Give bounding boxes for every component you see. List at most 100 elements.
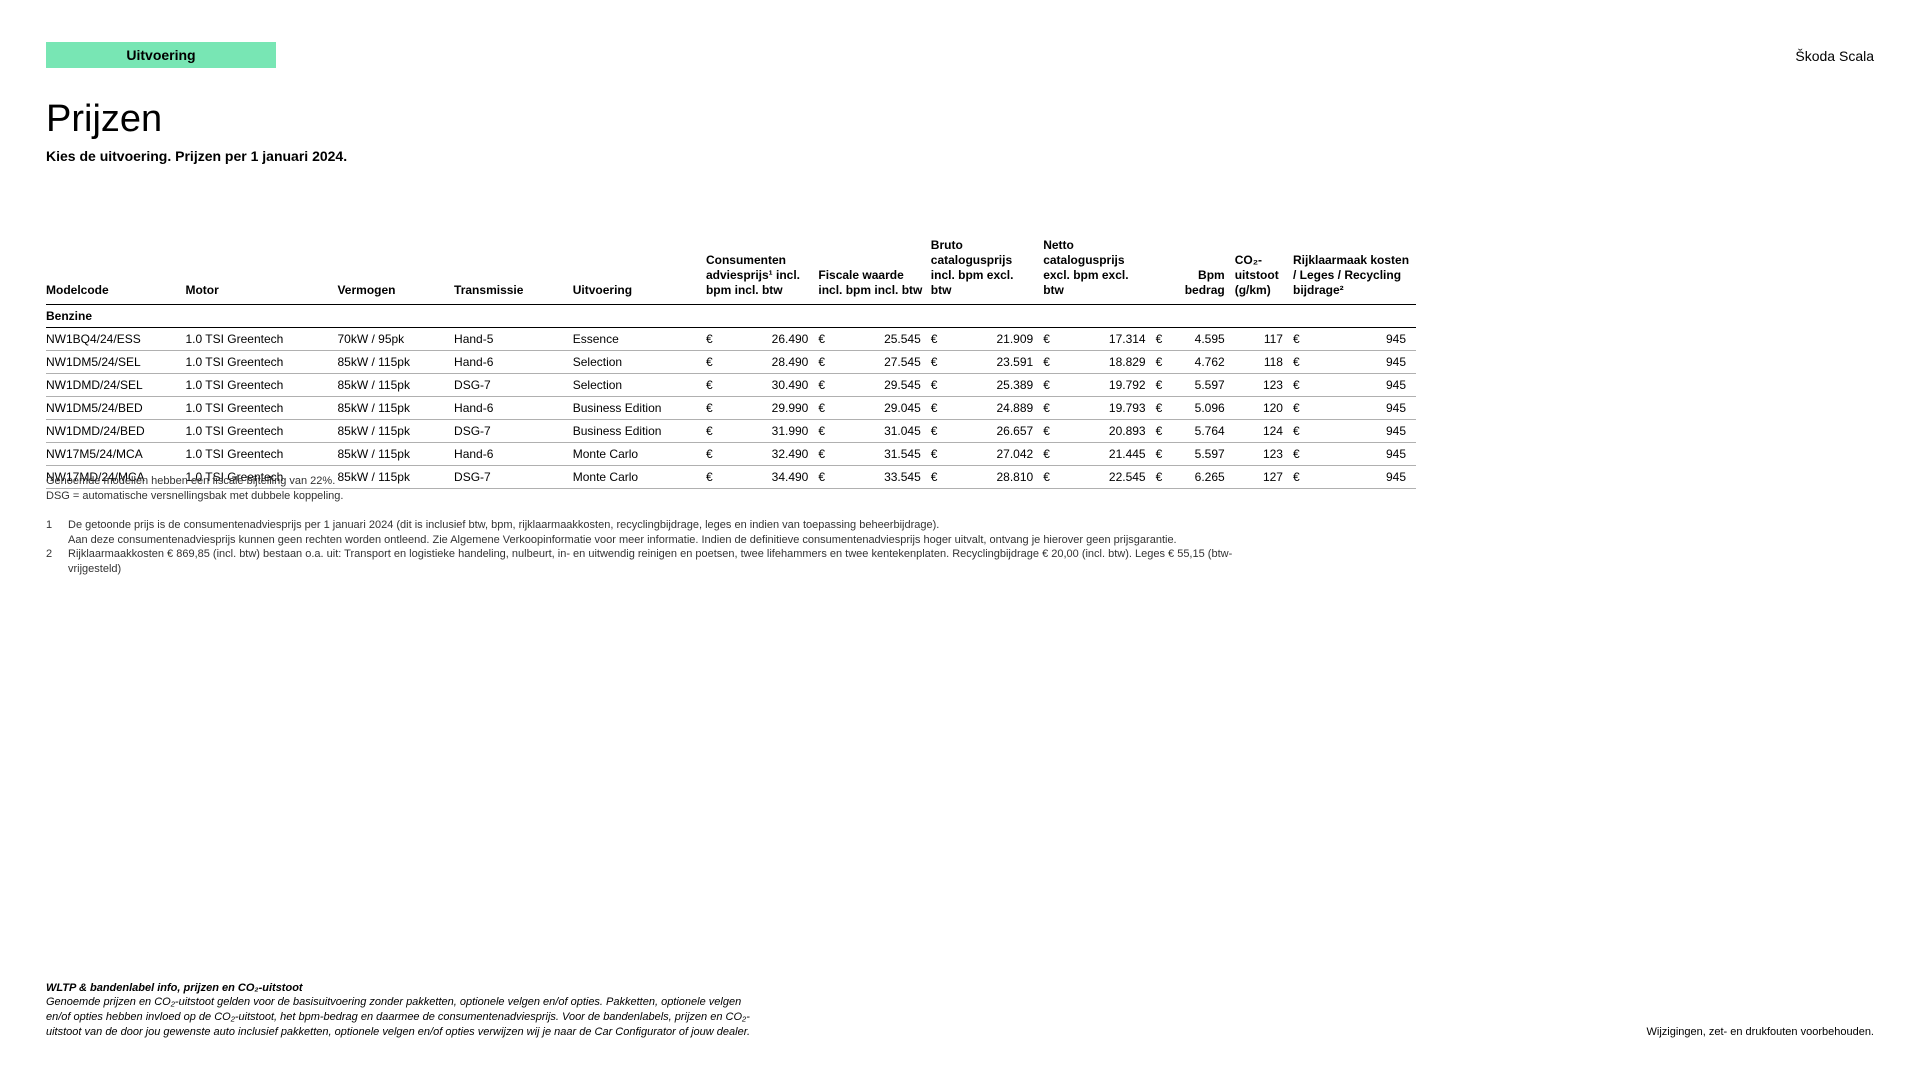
tab-label: Uitvoering xyxy=(126,47,195,63)
cell-p4: 19.792 xyxy=(1058,374,1156,397)
brand-label: Škoda Scala xyxy=(1795,48,1874,64)
cell-bpm: 5.096 xyxy=(1170,397,1235,420)
wltp-heading: WLTP & bandenlabel info, prijzen en CO₂-… xyxy=(46,981,766,996)
cell-vermogen: 85kW / 115pk xyxy=(337,443,454,466)
cell-co2: 124 xyxy=(1235,420,1293,443)
cell-bpm: 5.597 xyxy=(1170,443,1235,466)
table-header-row: Modelcode Motor Vermogen Transmissie Uit… xyxy=(46,238,1416,305)
cell-rk: 945 xyxy=(1308,420,1416,443)
cell-cur: € xyxy=(1293,351,1308,374)
cell-cur: € xyxy=(931,374,946,397)
cell-cur: € xyxy=(1293,397,1308,420)
table-row: NW1DM5/24/BED1.0 TSI Greentech85kW / 115… xyxy=(46,397,1416,420)
th-fiscale-waarde: Fiscale waarde incl. bpm incl. btw xyxy=(818,238,930,305)
th-modelcode: Modelcode xyxy=(46,238,185,305)
note-dsg: DSG = automatische versnellingsbak met d… xyxy=(46,489,1246,504)
cell-bpm: 4.595 xyxy=(1170,328,1235,351)
cell-co2: 118 xyxy=(1235,351,1293,374)
cell-motor: 1.0 TSI Greentech xyxy=(185,443,337,466)
cell-uitv: Selection xyxy=(573,374,706,397)
cell-cur: € xyxy=(1043,443,1058,466)
cell-vermogen: 85kW / 115pk xyxy=(337,374,454,397)
th-netto-catalogus: Netto catalogusprijs excl. bpm excl. btw xyxy=(1043,238,1155,305)
cell-cur: € xyxy=(931,397,946,420)
cell-cur: € xyxy=(706,374,721,397)
cell-p2: 29.545 xyxy=(833,374,931,397)
cell-bpm: 4.762 xyxy=(1170,351,1235,374)
footnote-2: 2 Rijklaarmaakkosten € 869,85 (incl. btw… xyxy=(46,547,1246,577)
cell-motor: 1.0 TSI Greentech xyxy=(185,351,337,374)
cell-cur: € xyxy=(818,374,833,397)
th-uitvoering: Uitvoering xyxy=(573,238,706,305)
cell-cur: € xyxy=(706,443,721,466)
cell-uitv: Business Edition xyxy=(573,397,706,420)
cell-rk: 945 xyxy=(1308,443,1416,466)
th-consumentenprijs: Consumenten adviesprijs¹ incl. bpm incl.… xyxy=(706,238,818,305)
cell-rk: 945 xyxy=(1308,466,1416,489)
cell-motor: 1.0 TSI Greentech xyxy=(185,374,337,397)
cell-motor: 1.0 TSI Greentech xyxy=(185,328,337,351)
cell-co2: 120 xyxy=(1235,397,1293,420)
cell-cur: € xyxy=(1156,374,1171,397)
cell-vermogen: 85kW / 115pk xyxy=(337,397,454,420)
table-row: NW1DMD/24/BED1.0 TSI Greentech85kW / 115… xyxy=(46,420,1416,443)
cell-code: NW1DMD/24/SEL xyxy=(46,374,185,397)
cell-cur: € xyxy=(1156,420,1171,443)
cell-p4: 17.314 xyxy=(1058,328,1156,351)
cell-p3: 24.889 xyxy=(945,397,1043,420)
cell-co2: 123 xyxy=(1235,374,1293,397)
cell-rk: 945 xyxy=(1308,374,1416,397)
table-row: NW1DM5/24/SEL1.0 TSI Greentech85kW / 115… xyxy=(46,351,1416,374)
cell-cur: € xyxy=(1156,397,1171,420)
cell-cur: € xyxy=(931,420,946,443)
cell-cur: € xyxy=(818,351,833,374)
cell-cur: € xyxy=(1156,351,1171,374)
cell-cur: € xyxy=(1043,351,1058,374)
cell-trans: DSG-7 xyxy=(454,420,573,443)
cell-cur: € xyxy=(1293,443,1308,466)
cell-cur: € xyxy=(1043,420,1058,443)
cell-cur: € xyxy=(931,443,946,466)
cell-p4: 21.445 xyxy=(1058,443,1156,466)
cell-uitv: Business Edition xyxy=(573,420,706,443)
cell-motor: 1.0 TSI Greentech xyxy=(185,420,337,443)
cell-p4: 18.829 xyxy=(1058,351,1156,374)
cell-cur: € xyxy=(706,328,721,351)
cell-cur: € xyxy=(818,443,833,466)
page-title: Prijzen xyxy=(46,98,162,141)
th-bruto-catalogus: Bruto catalogusprijs incl. bpm excl. btw xyxy=(931,238,1043,305)
cell-rk: 945 xyxy=(1308,397,1416,420)
cell-p3: 26.657 xyxy=(945,420,1043,443)
cell-cur: € xyxy=(1293,466,1308,489)
cell-cur: € xyxy=(1293,420,1308,443)
th-co2: CO₂-uitstoot (g/km) xyxy=(1235,238,1293,305)
cell-uitv: Selection xyxy=(573,351,706,374)
tab-uitvoering[interactable]: Uitvoering xyxy=(46,42,276,68)
cell-cur: € xyxy=(1293,328,1308,351)
cell-p4: 20.893 xyxy=(1058,420,1156,443)
cell-p4: 19.793 xyxy=(1058,397,1156,420)
footnotes: Genoemde modellen hebben een fiscale bij… xyxy=(46,474,1246,577)
cell-p3: 27.042 xyxy=(945,443,1043,466)
cell-code: NW1DMD/24/BED xyxy=(46,420,185,443)
th-transmissie: Transmissie xyxy=(454,238,573,305)
cell-code: NW1DM5/24/BED xyxy=(46,397,185,420)
cell-rk: 945 xyxy=(1308,351,1416,374)
cell-co2: 117 xyxy=(1235,328,1293,351)
table-row: NW1BQ4/24/ESS1.0 TSI Greentech70kW / 95p… xyxy=(46,328,1416,351)
footnote-1: 1 De getoonde prijs is de consumentenadv… xyxy=(46,518,1246,548)
page-subtitle: Kies de uitvoering. Prijzen per 1 januar… xyxy=(46,148,347,164)
cell-cur: € xyxy=(706,420,721,443)
cell-bpm: 5.764 xyxy=(1170,420,1235,443)
cell-trans: DSG-7 xyxy=(454,374,573,397)
cell-trans: Hand-6 xyxy=(454,443,573,466)
disclaimer: Wijzigingen, zet- en drukfouten voorbeho… xyxy=(1647,1026,1874,1038)
cell-p1: 30.490 xyxy=(721,374,819,397)
cell-p2: 29.045 xyxy=(833,397,931,420)
cell-cur: € xyxy=(931,328,946,351)
wltp-block: WLTP & bandenlabel info, prijzen en CO₂-… xyxy=(46,981,766,1040)
cell-code: NW1DM5/24/SEL xyxy=(46,351,185,374)
cell-p1: 29.990 xyxy=(721,397,819,420)
cell-p2: 31.545 xyxy=(833,443,931,466)
section-label: Benzine xyxy=(46,305,1416,328)
